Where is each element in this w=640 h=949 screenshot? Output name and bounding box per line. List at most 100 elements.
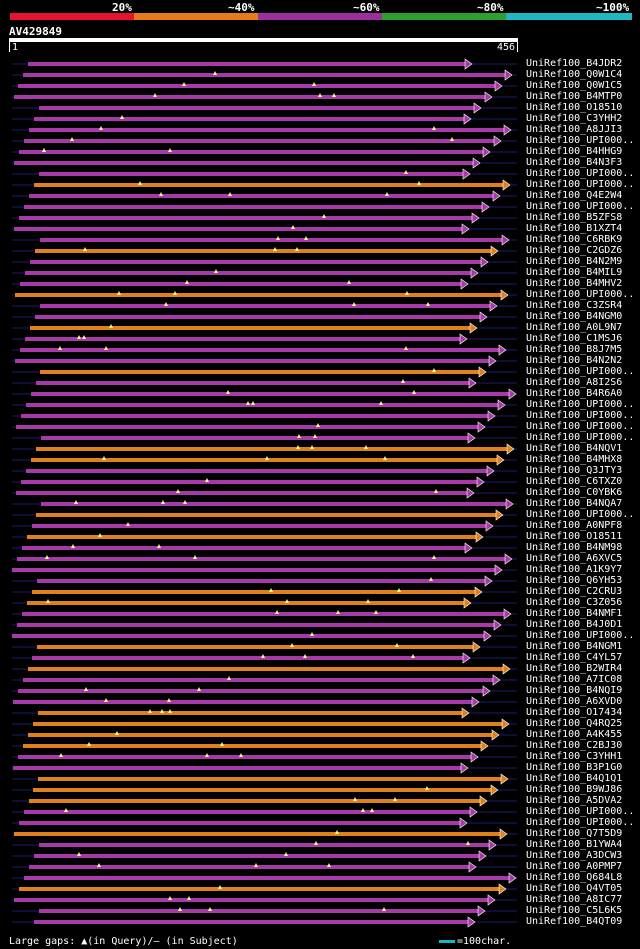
hit-bar[interactable]: [33, 788, 491, 792]
hit-bar[interactable]: [30, 260, 481, 264]
hit-bar[interactable]: [17, 557, 505, 561]
hit-bar[interactable]: [24, 205, 482, 209]
hit-label[interactable]: UniRef100_B4R6A0: [526, 388, 623, 399]
hit-bar[interactable]: [39, 843, 489, 847]
hit-label[interactable]: UniRef100_A7IC08: [526, 674, 623, 685]
hit-bar[interactable]: [34, 117, 464, 121]
hit-bar[interactable]: [40, 304, 490, 308]
hit-label[interactable]: UniRef100_B4MHV2: [526, 278, 623, 289]
hit-label[interactable]: UniRef100_B4JDR2: [526, 58, 623, 69]
hit-bar[interactable]: [19, 150, 483, 154]
hit-bar[interactable]: [33, 722, 502, 726]
hit-bar[interactable]: [14, 95, 485, 99]
hit-label[interactable]: UniRef100_C6TXZ0: [526, 476, 623, 487]
hit-label[interactable]: UniRef100_B4NGM0: [526, 311, 623, 322]
hit-label[interactable]: UniRef100_C2CRU3: [526, 586, 623, 597]
hit-label[interactable]: UniRef100_A1K9Y7: [526, 564, 623, 575]
hit-bar[interactable]: [20, 348, 499, 352]
hit-label[interactable]: UniRef100_O18511: [526, 531, 623, 542]
hit-bar[interactable]: [24, 810, 470, 814]
hit-bar[interactable]: [35, 249, 491, 253]
hit-bar[interactable]: [24, 876, 509, 880]
hit-bar[interactable]: [18, 84, 495, 88]
hit-label[interactable]: UniRef100_B4MIL9: [526, 267, 623, 278]
hit-label[interactable]: UniRef100_C3ZSR4: [526, 300, 623, 311]
hit-label[interactable]: UniRef100_O18510: [526, 102, 623, 113]
hit-label[interactable]: UniRef100_C2BJ30: [526, 740, 623, 751]
hit-bar[interactable]: [34, 920, 468, 924]
hit-bar[interactable]: [34, 854, 479, 858]
hit-bar[interactable]: [22, 612, 504, 616]
hit-label[interactable]: UniRef100_B5ZFS8: [526, 212, 623, 223]
hit-label[interactable]: UniRef100_B4MHX8: [526, 454, 623, 465]
hit-bar[interactable]: [41, 502, 506, 506]
hit-label[interactable]: UniRef100_UPI000..: [526, 399, 635, 410]
hit-bar[interactable]: [18, 755, 471, 759]
hit-label[interactable]: UniRef100_B4NMF1: [526, 608, 623, 619]
hit-bar[interactable]: [26, 403, 498, 407]
hit-label[interactable]: UniRef100_UPI000..: [526, 630, 635, 641]
hit-label[interactable]: UniRef100_B4N2N2: [526, 355, 623, 366]
hit-bar[interactable]: [14, 898, 488, 902]
hit-label[interactable]: UniRef100_B3P1G0: [526, 762, 623, 773]
hit-label[interactable]: UniRef100_B9WJ86: [526, 784, 623, 795]
hit-bar[interactable]: [39, 172, 463, 176]
hit-bar[interactable]: [12, 634, 484, 638]
hit-bar[interactable]: [21, 414, 488, 418]
hit-label[interactable]: UniRef100_O17434: [526, 707, 623, 718]
hit-label[interactable]: UniRef100_B8J7M5: [526, 344, 623, 355]
hit-label[interactable]: UniRef100_B4NM98: [526, 542, 623, 553]
hit-label[interactable]: UniRef100_C3YHH2: [526, 113, 623, 124]
hit-bar[interactable]: [21, 480, 477, 484]
hit-label[interactable]: UniRef100_A6XVD0: [526, 696, 623, 707]
hit-label[interactable]: UniRef100_B2WIR4: [526, 663, 623, 674]
hit-label[interactable]: UniRef100_UPI000..: [526, 509, 635, 520]
hit-bar[interactable]: [28, 733, 492, 737]
hit-label[interactable]: UniRef100_B4Q1Q1: [526, 773, 623, 784]
hit-bar[interactable]: [14, 161, 473, 165]
hit-label[interactable]: UniRef100_B1XZT4: [526, 223, 623, 234]
hit-bar[interactable]: [36, 513, 496, 517]
hit-label[interactable]: UniRef100_Q0W1C4: [526, 69, 623, 80]
hit-bar[interactable]: [38, 777, 501, 781]
hit-label[interactable]: UniRef100_UPI000..: [526, 179, 635, 190]
hit-label[interactable]: UniRef100_B4NQA7: [526, 498, 623, 509]
hit-bar[interactable]: [20, 282, 461, 286]
hit-bar[interactable]: [12, 568, 495, 572]
hit-label[interactable]: UniRef100_Q3JTY3: [526, 465, 623, 476]
hit-label[interactable]: UniRef100_C5L6K5: [526, 905, 623, 916]
hit-bar[interactable]: [27, 535, 476, 539]
hit-bar[interactable]: [37, 579, 485, 583]
hit-bar[interactable]: [13, 766, 461, 770]
hit-label[interactable]: UniRef100_C3YHH1: [526, 751, 623, 762]
hit-bar[interactable]: [15, 359, 489, 363]
hit-bar[interactable]: [29, 865, 469, 869]
hit-label[interactable]: UniRef100_Q0W1C5: [526, 80, 623, 91]
hit-label[interactable]: UniRef100_UPI000..: [526, 421, 635, 432]
hit-label[interactable]: UniRef100_A0L9N7: [526, 322, 623, 333]
hit-bar[interactable]: [22, 546, 465, 550]
hit-bar[interactable]: [40, 238, 502, 242]
hit-label[interactable]: UniRef100_UPI000..: [526, 410, 635, 421]
hit-label[interactable]: UniRef100_UPI000..: [526, 806, 635, 817]
hit-bar[interactable]: [26, 469, 487, 473]
hit-bar[interactable]: [30, 326, 470, 330]
hit-label[interactable]: UniRef100_A6XVC5: [526, 553, 623, 564]
hit-label[interactable]: UniRef100_B4HHG9: [526, 146, 623, 157]
hit-bar[interactable]: [31, 458, 497, 462]
hit-bar[interactable]: [13, 700, 472, 704]
hit-label[interactable]: UniRef100_A8JJI3: [526, 124, 623, 135]
hit-bar[interactable]: [23, 744, 481, 748]
hit-bar[interactable]: [31, 392, 509, 396]
hit-bar[interactable]: [19, 887, 499, 891]
hit-bar[interactable]: [16, 491, 467, 495]
hit-bar[interactable]: [14, 832, 500, 836]
hit-bar[interactable]: [35, 315, 480, 319]
hit-label[interactable]: UniRef100_Q6YH53: [526, 575, 623, 586]
hit-label[interactable]: UniRef100_B4QT09: [526, 916, 623, 927]
hit-label[interactable]: UniRef100_B4N2M9: [526, 256, 623, 267]
hit-bar[interactable]: [41, 436, 468, 440]
hit-label[interactable]: UniRef100_A5DVA2: [526, 795, 623, 806]
hit-bar[interactable]: [27, 601, 464, 605]
hit-label[interactable]: UniRef100_C0YBK6: [526, 487, 623, 498]
